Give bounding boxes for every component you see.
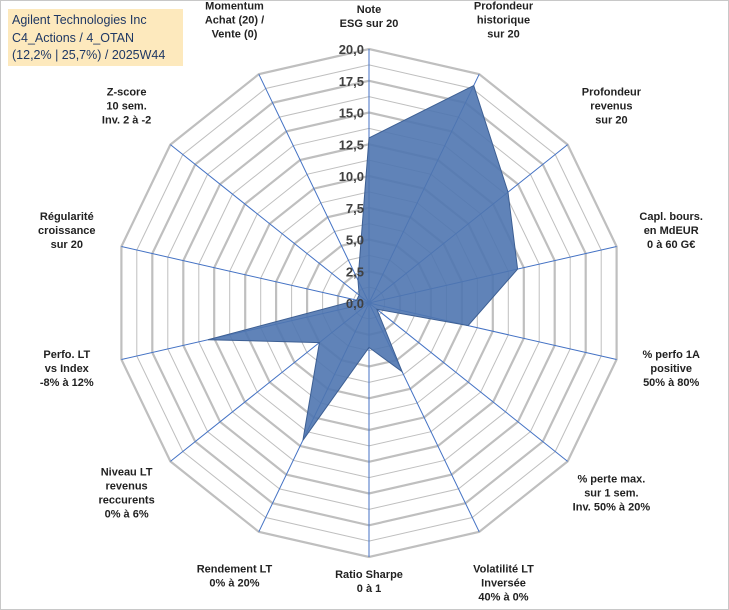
axis-label-line: -8% à 12% [40, 377, 94, 389]
axis-label-line: historique [477, 15, 530, 27]
axis-label: Niveau LT revenus reccurents 0% à 6% [98, 466, 154, 520]
axis-spoke [170, 144, 370, 304]
radial-tick-label: 15,0 [339, 106, 364, 121]
axis-label-line: sur 20 [487, 29, 519, 41]
axis-label-line: 10 sem. [106, 101, 146, 113]
title-line-category: C4_Actions / 4_OTAN [12, 30, 135, 45]
radial-tick-label: 20,0 [339, 42, 364, 57]
axis-label-line: Régularité [40, 211, 94, 223]
axis-label-line: Ratio Sharpe [335, 569, 403, 581]
axis-label-line: en MdEUR [644, 225, 699, 237]
axis-label: Ratio Sharpe 0 à 1 [335, 569, 403, 595]
axis-label-line: Momentum [205, 1, 264, 13]
radial-tick-label: 0,0 [346, 296, 364, 311]
axis-label: % perte max. sur 1 sem. Inv. 50% à 20% [573, 473, 651, 513]
radial-tick-label: 17,5 [339, 74, 364, 89]
axis-spoke [121, 246, 370, 304]
axis-label-line: reccurents [98, 494, 154, 506]
axis-label-line: croissance [38, 225, 95, 237]
axis-label: Rendement LT 0% à 20% [197, 563, 273, 589]
axis-label-line: revenus [590, 101, 632, 113]
axis-label: Volatilité LT Inversée 40% à 0% [473, 563, 534, 603]
axis-label-line: Z-score [107, 87, 147, 99]
axis-label-line: Volatilité LT [473, 563, 534, 575]
axis-label-line: % perte max. [577, 473, 645, 485]
chart-title-box: Agilent Technologies Inc C4_Actions / 4_… [8, 9, 183, 66]
axis-spoke [258, 73, 370, 304]
axis-label-line: Perfo. LT [43, 349, 90, 361]
axis-spoke [368, 302, 568, 462]
axis-label-line: Niveau LT [101, 466, 153, 478]
axis-label-line: Profondeur [582, 87, 642, 99]
axis-label-line: % perfo 1A [642, 349, 700, 361]
radial-tick-label: 7,5 [346, 201, 364, 216]
axis-label-line: 0 à 1 [357, 583, 381, 595]
data-series-area [207, 84, 519, 441]
axis-label-line: Capl. bours. [639, 211, 703, 223]
title-line-company: Agilent Technologies Inc [12, 13, 147, 27]
axis-label-line: Note [357, 4, 381, 16]
axis-label-line: Inv. 2 à -2 [102, 115, 151, 127]
axis-label: % perfo 1A positive 50% à 80% [642, 349, 700, 389]
axis-label: Momentum Achat (20) / Vente (0) [205, 1, 264, 41]
axis-label-line: 0% à 6% [105, 508, 149, 520]
axis-label-line: 40% à 0% [478, 591, 528, 603]
axis-label: Capl. bours. en MdEUR 0 à 60 G€ [639, 211, 703, 251]
axis-label-line: Vente (0) [212, 29, 258, 41]
radial-tick-label: 2,5 [346, 264, 364, 279]
axis-label-line: ESG sur 20 [340, 18, 399, 30]
axis-label-line: Profondeur [474, 1, 534, 13]
title-line-period: (12,2% | 25,7%) / 2025W44 [12, 48, 166, 62]
axis-label-line: 0 à 60 G€ [647, 239, 695, 251]
axis-label-line: sur 1 sem. [584, 487, 638, 499]
axis-label-line: 50% à 80% [643, 377, 699, 389]
radial-tick-label: 10,0 [339, 169, 364, 184]
axis-label-line: positive [650, 363, 692, 375]
axis-label-line: 0% à 20% [209, 577, 259, 589]
axis-label: Z-score 10 sem. Inv. 2 à -2 [102, 87, 151, 127]
axis-label: Profondeur historique sur 20 [474, 1, 534, 41]
axis-label-line: revenus [105, 480, 147, 492]
axis-label: Profondeur revenus sur 20 [582, 87, 642, 127]
axis-label: Régularité croissance sur 20 [38, 211, 95, 251]
axis-label-line: Inv. 50% à 20% [573, 501, 651, 513]
axis-label: Perfo. LT vs Index -8% à 12% [40, 349, 94, 389]
axis-label: Note ESG sur 20 [340, 4, 399, 30]
axis-label-line: vs Index [45, 363, 90, 375]
axis-label-line: Achat (20) / [205, 15, 264, 27]
axis-label-line: Inversée [481, 577, 526, 589]
axis-label-line: Rendement LT [197, 563, 273, 575]
axis-label-line: sur 20 [51, 239, 83, 251]
axis-label-line: sur 20 [595, 115, 627, 127]
radial-tick-label: 12,5 [339, 137, 364, 152]
radial-tick-label: 5,0 [346, 233, 364, 248]
